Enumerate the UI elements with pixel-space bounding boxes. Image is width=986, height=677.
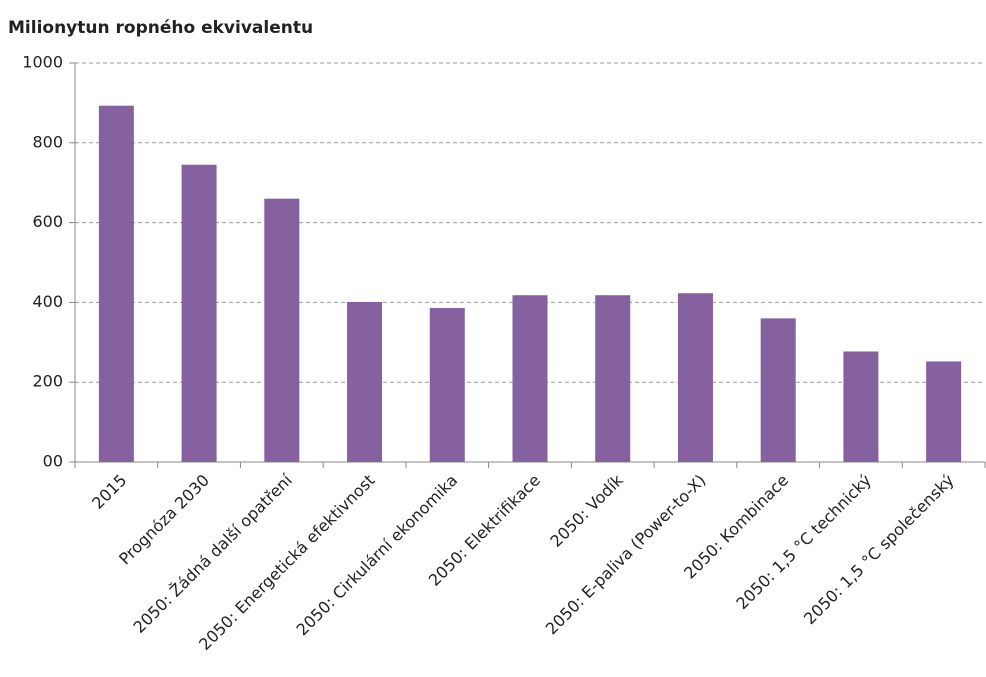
x-tick-label: 2050: Cirkulární ekonomika: [293, 471, 462, 640]
bar: [926, 361, 962, 462]
bar: [98, 105, 134, 463]
x-tick-label: 2050: 1,5 °C společenský: [800, 471, 958, 629]
bar: [264, 198, 300, 462]
chart-title: Milionytun ropného ekvivalentu: [8, 18, 313, 38]
x-tick-label: 2050: Vodík: [546, 470, 627, 551]
bar: [843, 351, 879, 462]
bar: [760, 318, 796, 462]
x-tick-label: 2050: 1,5 °C technický: [732, 471, 875, 614]
bar: [677, 293, 713, 462]
bar: [181, 164, 217, 462]
x-tick-label: 2050: Žádná další opatření: [130, 470, 297, 637]
bar: [512, 295, 548, 462]
y-tick-label: 00: [43, 452, 63, 471]
x-tick-label: 2050: E-paliva (Power-to-X): [542, 471, 710, 639]
x-tick-label: 2050: Energetická efektivnost: [195, 471, 378, 654]
bar: [429, 307, 465, 462]
y-tick-label: 800: [32, 132, 63, 151]
y-tick-label: 600: [32, 212, 63, 231]
bar: [595, 295, 631, 462]
x-tick-label: 2015: [88, 471, 130, 513]
y-tick-label: 400: [32, 292, 63, 311]
bar: [347, 302, 383, 462]
y-tick-label: 200: [32, 372, 63, 391]
y-tick-label: 1000: [22, 53, 63, 72]
